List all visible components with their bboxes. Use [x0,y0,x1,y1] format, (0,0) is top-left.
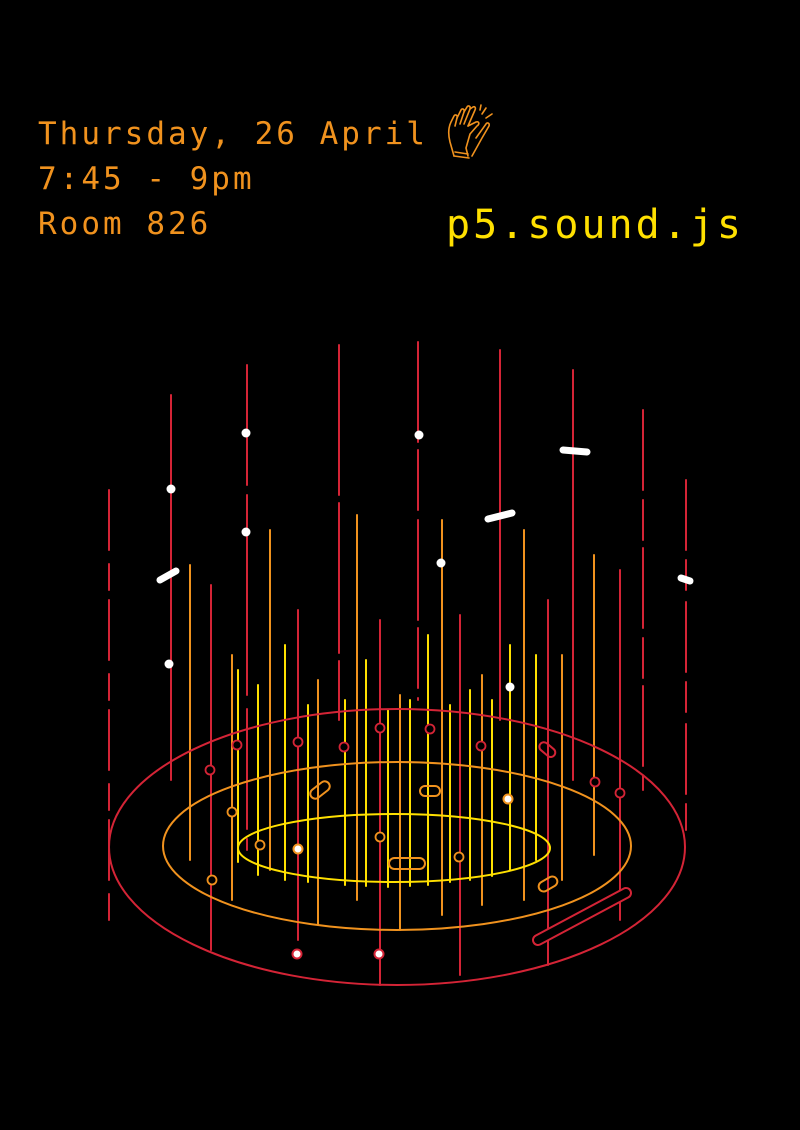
orange-sound-lines [189,514,595,931]
hollow-dots [204,722,626,886]
outer-ring [108,708,686,986]
event-room: Room 826 [38,206,212,242]
event-info: Thursday, 26 April 7:45 - 9pm Room 826 [38,112,428,247]
clapping-hands-icon [447,104,493,159]
white-dots [164,428,515,692]
ringed-dots [291,793,514,960]
white-dashes [156,446,694,585]
event-time: 7:45 - 9pm [38,161,255,197]
inner-ring [237,813,551,883]
capsule-markers [309,741,632,946]
middle-ring [162,761,632,931]
event-title: p5.sound.js [446,202,744,248]
event-date: Thursday, 26 April [38,116,428,152]
yellow-sound-lines [237,634,537,888]
red-sound-lines [108,341,687,986]
